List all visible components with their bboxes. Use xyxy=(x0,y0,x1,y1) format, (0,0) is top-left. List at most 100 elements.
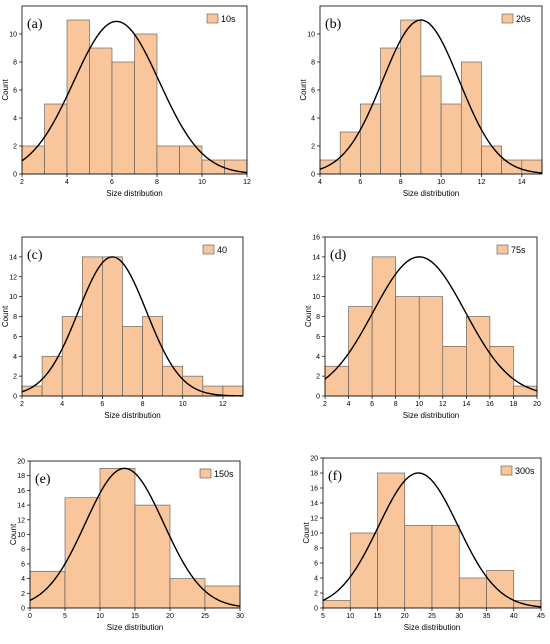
x-tick-label: 6 xyxy=(100,401,104,408)
y-tick-label: 12 xyxy=(312,274,320,281)
legend-label: 75s xyxy=(511,245,526,255)
y-tick-label: 16 xyxy=(310,486,318,493)
histogram-bar xyxy=(182,375,204,397)
histogram-bar xyxy=(486,570,515,609)
y-tick-label: 4 xyxy=(13,116,17,123)
y-tick-label: 12 xyxy=(310,516,318,523)
panel-label: (d) xyxy=(330,248,347,263)
y-tick-label: 14 xyxy=(310,501,318,508)
histogram-bar xyxy=(371,256,396,397)
histogram-bar xyxy=(458,577,487,609)
y-tick-label: 10 xyxy=(310,531,318,538)
y-tick-label: 8 xyxy=(21,547,25,554)
histogram-bar xyxy=(395,296,420,397)
histogram-bar xyxy=(360,103,381,175)
histogram-bar xyxy=(481,145,502,175)
x-tick-label: 10 xyxy=(179,401,187,408)
y-tick-label: 4 xyxy=(21,576,25,583)
x-tick-label: 4 xyxy=(65,179,69,186)
y-tick-label: 12 xyxy=(17,517,25,524)
histogram-bar xyxy=(420,75,442,175)
x-tick-label: 25 xyxy=(201,613,209,620)
y-tick-label: 4 xyxy=(311,116,315,123)
y-tick-label: 8 xyxy=(13,314,17,321)
y-tick-label: 4 xyxy=(316,354,320,361)
y-tick-label: 18 xyxy=(17,473,25,480)
x-tick-label: 15 xyxy=(131,613,139,620)
x-axis-label: Size distribution xyxy=(404,623,460,632)
x-tick-label: 12 xyxy=(478,179,486,186)
y-tick-label: 2 xyxy=(21,591,25,598)
legend-swatch xyxy=(496,244,509,255)
x-axis-label: Size distribution xyxy=(403,411,459,420)
x-tick-label: 20 xyxy=(533,401,541,408)
x-tick-label: 20 xyxy=(401,613,409,620)
y-tick-label: 8 xyxy=(13,60,17,67)
histogram-bar xyxy=(162,365,184,397)
histogram-bar xyxy=(102,256,123,397)
y-axis-label: Count xyxy=(299,79,308,101)
histogram-bar xyxy=(440,103,462,175)
histogram-bar xyxy=(404,525,433,609)
y-tick-label: 16 xyxy=(17,488,25,495)
y-axis-label: Count xyxy=(302,522,311,544)
x-tick-label: 6 xyxy=(370,401,374,408)
y-tick-label: 6 xyxy=(316,334,320,341)
x-tick-label: 15 xyxy=(374,613,382,620)
y-tick-label: 20 xyxy=(310,456,318,463)
histogram-bar xyxy=(489,346,514,397)
x-tick-label: 10 xyxy=(198,179,206,186)
gaussian-fit-curve xyxy=(21,256,244,397)
histogram-bar xyxy=(431,525,460,609)
histogram-bar xyxy=(339,131,361,175)
y-axis-label: Count xyxy=(1,79,10,101)
histogram-bar xyxy=(322,600,351,609)
x-tick-label: 45 xyxy=(537,613,545,620)
chart-panel-5: 5 10 15 20 25 30 35 40 45 0 2 4 6 8 10 12 14 16 18 20 Size d… xyxy=(302,456,545,633)
y-tick-label: 20 xyxy=(17,459,25,466)
histogram-bar xyxy=(142,316,163,397)
x-tick-label: 16 xyxy=(486,401,494,408)
legend-label: 300s xyxy=(515,466,535,476)
x-axis-label: Size distribution xyxy=(104,411,160,420)
y-tick-label: 0 xyxy=(13,172,17,179)
y-tick-label: 0 xyxy=(314,606,318,613)
x-tick-label: 0 xyxy=(28,613,32,620)
x-tick-label: 4 xyxy=(60,401,64,408)
y-tick-label: 4 xyxy=(13,354,17,361)
histogram-bar xyxy=(29,570,66,609)
y-tick-label: 0 xyxy=(13,394,17,401)
histogram-bar xyxy=(380,47,402,175)
histogram-bar xyxy=(400,19,422,175)
chart-panel-1: 4 6 8 10 12 14 0 2 4 6 8 10 Size distribution Count (b… xyxy=(299,5,543,198)
histogram-bar xyxy=(377,472,406,609)
gaussian-fit-curve xyxy=(322,472,542,608)
histogram-bar xyxy=(460,61,482,175)
x-tick-label: 8 xyxy=(141,401,145,408)
gaussian-fit-curve xyxy=(324,256,538,392)
y-tick-label: 2 xyxy=(13,144,17,151)
histogram-bar xyxy=(134,504,171,609)
histogram-bar xyxy=(466,316,491,397)
y-tick-label: 6 xyxy=(13,334,17,341)
legend-label: 40 xyxy=(217,245,227,255)
histogram-bar xyxy=(319,159,341,175)
y-tick-label: 8 xyxy=(311,60,315,67)
x-tick-label: 18 xyxy=(510,401,518,408)
x-tick-label: 4 xyxy=(318,179,322,186)
x-tick-label: 30 xyxy=(455,613,463,620)
histogram-bar xyxy=(64,497,101,609)
x-tick-label: 2 xyxy=(323,401,327,408)
x-tick-label: 10 xyxy=(96,613,104,620)
y-tick-label: 10 xyxy=(17,532,25,539)
y-axis-label: Count xyxy=(1,305,10,327)
y-tick-label: 10 xyxy=(312,294,320,301)
histogram-bar xyxy=(156,145,180,175)
x-tick-label: 10 xyxy=(437,179,445,186)
histogram-bar xyxy=(513,385,538,397)
x-tick-label: 12 xyxy=(243,179,251,186)
histogram-bar xyxy=(324,365,349,397)
